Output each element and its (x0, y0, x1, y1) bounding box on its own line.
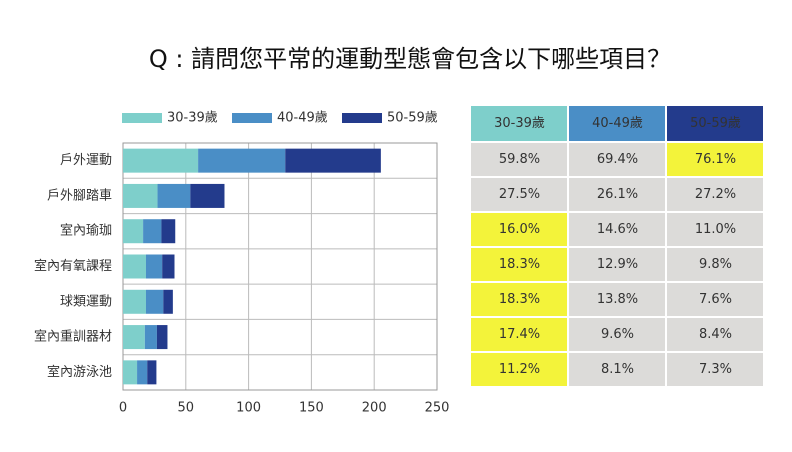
y-tick-label: 球類運動 (60, 294, 112, 309)
legend-label: 40-49歲 (277, 111, 328, 126)
table-header: 30-39歲 (494, 116, 545, 131)
table-value: 76.1% (695, 152, 736, 167)
table-value: 8.4% (699, 327, 732, 342)
bar-segment (123, 183, 158, 208)
table-cell (471, 318, 567, 351)
table-value: 12.9% (597, 257, 638, 272)
x-tick-label: 250 (425, 401, 450, 416)
x-tick-label: 0 (119, 401, 127, 416)
table-value: 18.3% (499, 292, 540, 307)
table-cell (471, 213, 567, 246)
table-cell (667, 283, 763, 316)
bar-segment (123, 360, 138, 385)
table-cell (569, 178, 665, 211)
legend-label: 50-59歲 (387, 111, 438, 126)
table-value: 16.0% (499, 222, 540, 237)
table-value: 11.0% (695, 222, 736, 237)
table-cell (471, 178, 567, 211)
y-tick-label: 室內瑜珈 (60, 223, 112, 239)
legend-swatch (342, 113, 382, 123)
table-value: 27.5% (499, 187, 540, 202)
table-cell (667, 248, 763, 281)
bar-segment (285, 148, 381, 173)
bar-segment (163, 289, 173, 314)
table-cell (667, 353, 763, 386)
chart-title: Q : 請問您平常的運動型態會包含以下哪些項目？ (149, 45, 671, 73)
table-cell (569, 318, 665, 351)
table-value: 69.4% (597, 152, 638, 167)
table-value: 59.8% (499, 152, 540, 167)
table-value: 9.6% (601, 327, 634, 342)
bar-segment (123, 289, 146, 314)
table-header-cell (667, 106, 763, 141)
legend-swatch (122, 113, 162, 123)
bar-segment (145, 289, 164, 314)
table-header: 40-49歲 (592, 116, 643, 131)
bar-segment (162, 254, 175, 279)
y-tick-label: 室內游泳池 (47, 364, 112, 380)
table-cell (471, 248, 567, 281)
x-tick-label: 150 (299, 401, 324, 416)
y-tick-label: 室內重訓器材 (34, 329, 112, 345)
bar-segment (190, 183, 225, 208)
table-header-cell (569, 106, 665, 141)
table-value: 14.6% (597, 222, 638, 237)
table-value: 17.4% (499, 327, 540, 342)
table-value: 13.8% (597, 292, 638, 307)
bar-segment (123, 148, 199, 173)
table-cell (667, 178, 763, 211)
table-value: 27.2% (695, 187, 736, 202)
x-tick-label: 50 (178, 401, 195, 416)
table-cell (471, 353, 567, 386)
bar-segment (144, 325, 157, 350)
table-value: 8.1% (601, 362, 634, 377)
legend-label: 30-39歲 (167, 111, 218, 126)
bar-segment (143, 219, 162, 244)
table-cell (667, 213, 763, 246)
bar-segment (156, 325, 168, 350)
table-cell (667, 318, 763, 351)
table-cell (569, 283, 665, 316)
bar-segment (147, 360, 157, 385)
table-value: 9.8% (699, 257, 732, 272)
table-value: 7.3% (699, 362, 732, 377)
table-cell (569, 213, 665, 246)
x-tick-label: 200 (362, 401, 387, 416)
x-tick-label: 100 (236, 401, 261, 416)
bar-segment (123, 254, 146, 279)
table-value: 26.1% (597, 187, 638, 202)
bar-segment (198, 148, 286, 173)
table-value: 18.3% (499, 257, 540, 272)
table-cell (471, 143, 567, 176)
table-cell (569, 353, 665, 386)
table-cell (667, 143, 763, 176)
table-cell (471, 283, 567, 316)
bar-segment (137, 360, 148, 385)
y-tick-label: 戶外腳踏車 (47, 188, 112, 203)
table-value: 7.6% (699, 292, 732, 307)
y-tick-label: 室內有氧課程 (34, 258, 112, 274)
legend-swatch (232, 113, 272, 123)
y-tick-label: 戶外運動 (60, 153, 112, 168)
bar-segment (145, 254, 163, 279)
bar-segment (123, 219, 144, 244)
table-cell (569, 248, 665, 281)
table-cell (569, 143, 665, 176)
table-value: 11.2% (499, 362, 540, 377)
bar-segment (157, 183, 191, 208)
table-header-cell (471, 106, 567, 141)
bar-segment (161, 219, 176, 244)
table-header: 50-59歲 (690, 116, 741, 131)
bar-segment (123, 325, 145, 350)
